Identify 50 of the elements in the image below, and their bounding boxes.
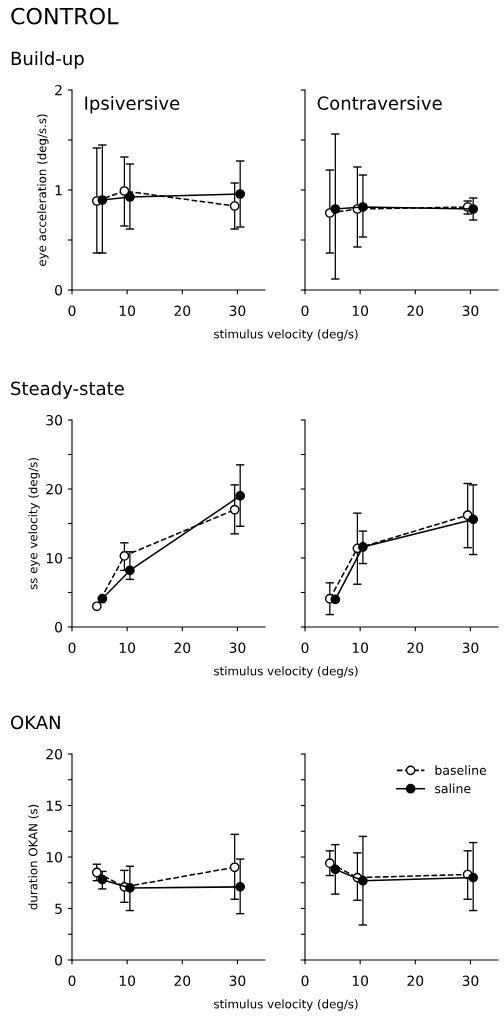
chart-title: Build-up bbox=[11, 51, 84, 69]
x-tick-label: 0 bbox=[68, 305, 76, 317]
chart-title: OKAN bbox=[11, 715, 60, 730]
y-tick-label: 0 bbox=[55, 954, 63, 966]
y-tick-label: 15 bbox=[46, 800, 62, 811]
legend-label: baseline bbox=[435, 765, 487, 775]
x-axis-title: stimulus velocity (deg/s) bbox=[214, 999, 358, 1011]
x-tick-label: 0 bbox=[68, 975, 76, 987]
x-axis-title: stimulus velocity (deg/s) bbox=[214, 329, 358, 341]
text: CONTROL bbox=[11, 7, 119, 25]
y-tick-label: 20 bbox=[46, 748, 63, 760]
y-tick-label: 1 bbox=[55, 185, 62, 196]
x-tick-label: 20 bbox=[174, 305, 191, 317]
x-tick-label: 20 bbox=[407, 305, 424, 317]
x-tick-label: 10 bbox=[352, 975, 369, 987]
annotation: Ipsiversive bbox=[85, 96, 180, 114]
annotation: Contraversive bbox=[317, 96, 442, 110]
x-tick-label: 10 bbox=[119, 975, 136, 987]
x-tick-label: 30 bbox=[229, 642, 246, 654]
y-tick-label: 20 bbox=[46, 483, 63, 495]
y-axis-title: ss eye velocity (deg/s) bbox=[28, 458, 40, 590]
x-tick-label: 10 bbox=[352, 642, 369, 654]
y-tick-label: 0 bbox=[55, 284, 63, 296]
x-tick-label: 30 bbox=[229, 975, 246, 987]
y-tick-label: 10 bbox=[46, 851, 63, 863]
x-tick-label: 20 bbox=[174, 975, 191, 987]
x-tick-label: 0 bbox=[301, 642, 309, 654]
x-tick-label: 10 bbox=[352, 305, 369, 317]
x-tick-label: 30 bbox=[462, 642, 479, 654]
x-tick-label: 20 bbox=[407, 642, 424, 654]
y-axis-title: duration OKAN (s) bbox=[28, 804, 39, 910]
chart-title: Steady-state bbox=[11, 381, 124, 399]
x-tick-label: 0 bbox=[301, 305, 309, 317]
y-tick-label: 2 bbox=[55, 84, 62, 96]
x-tick-label: 0 bbox=[68, 642, 76, 654]
y-tick-label: 10 bbox=[46, 552, 63, 564]
y-axis-title: eye acceleration (deg/s.s) bbox=[37, 114, 49, 266]
x-tick-label: 0 bbox=[301, 975, 309, 987]
x-tick-label: 30 bbox=[462, 305, 479, 317]
x-tick-label: 10 bbox=[119, 305, 136, 317]
x-tick-label: 30 bbox=[462, 975, 479, 987]
y-tick-label: 30 bbox=[46, 414, 63, 426]
x-tick-label: 20 bbox=[174, 642, 191, 654]
x-axis-title: stimulus velocity (deg/s) bbox=[214, 666, 358, 678]
y-tick-label: 0 bbox=[55, 621, 63, 633]
y-tick-label: 5 bbox=[55, 903, 62, 914]
x-tick-label: 20 bbox=[407, 975, 424, 987]
x-tick-label: 10 bbox=[119, 642, 136, 654]
x-tick-label: 30 bbox=[229, 305, 246, 317]
legend-label: saline bbox=[435, 783, 471, 794]
